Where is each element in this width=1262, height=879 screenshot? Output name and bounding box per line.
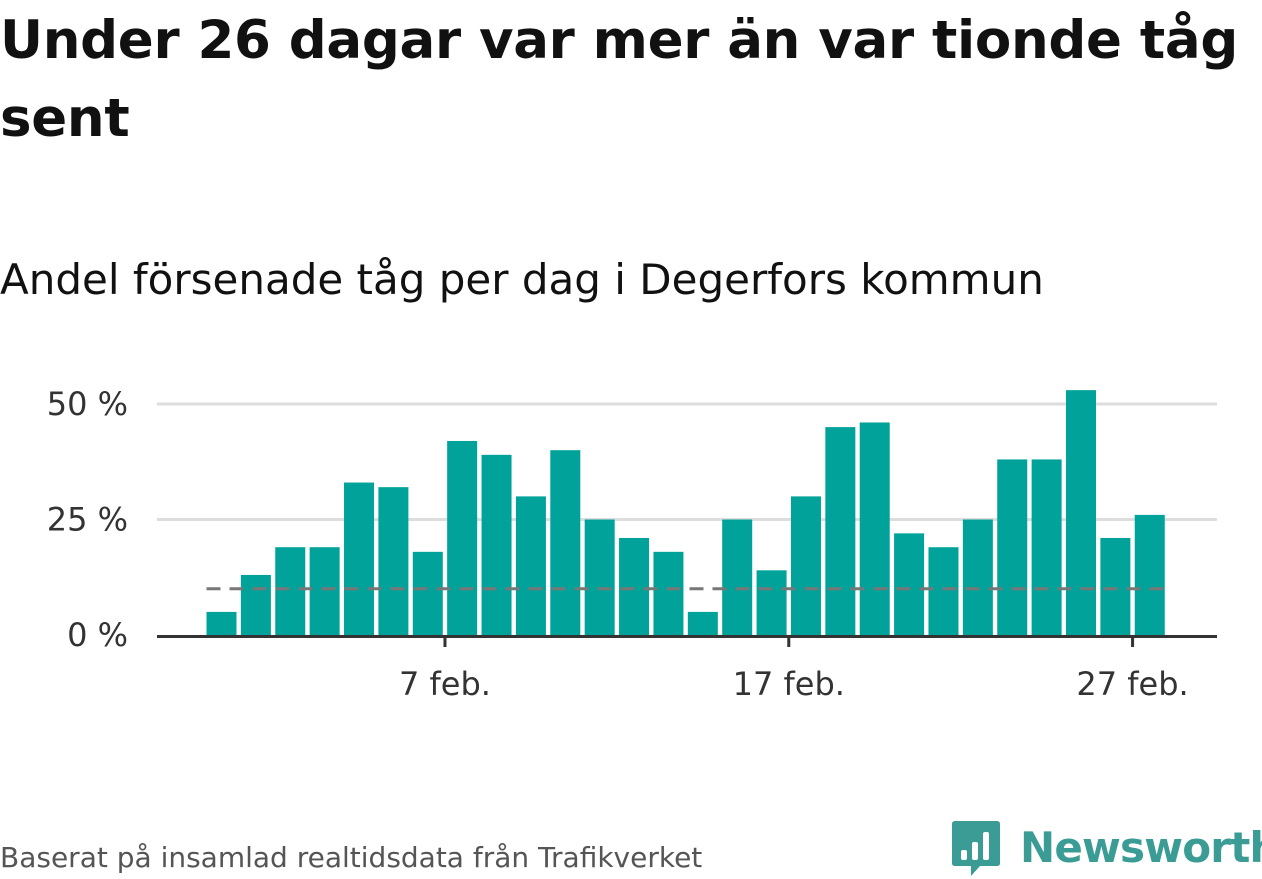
y-tick-label: 0 % — [67, 616, 128, 654]
bar — [275, 547, 306, 635]
bar-chart-speech-bubble-icon — [952, 821, 1000, 876]
x-tick-label: 17 feb. — [733, 665, 845, 703]
bar — [653, 551, 684, 635]
bar-chart: 0 % 25 % 50 % 7 feb. 17 feb. 27 feb. — [47, 385, 1217, 703]
bar — [515, 496, 546, 635]
bar — [928, 547, 959, 635]
bar — [1066, 390, 1096, 635]
bar — [240, 574, 271, 635]
bar — [722, 519, 753, 635]
bar — [687, 611, 718, 635]
bar — [206, 611, 237, 635]
bar — [447, 440, 478, 635]
chart-subtitle: Andel försenade tåg per dag i Degerfors … — [0, 255, 1044, 304]
bar — [859, 422, 890, 635]
bars — [206, 390, 1165, 635]
x-tick-label: 27 feb. — [1076, 665, 1188, 703]
bar — [619, 537, 650, 635]
bar — [378, 487, 409, 635]
bar — [894, 533, 925, 635]
y-tick-labels: 0 % 25 % 50 % — [47, 385, 128, 654]
bar — [1134, 514, 1165, 635]
bar — [756, 570, 787, 635]
bar — [825, 427, 856, 635]
bar — [550, 450, 581, 635]
bar — [584, 519, 615, 635]
x-ticks — [443, 635, 1135, 647]
x-tick-label: 7 feb. — [399, 665, 491, 703]
x-tick-labels: 7 feb. 17 feb. 27 feb. — [399, 665, 1189, 703]
chart-title: Under 26 dagar var mer än var tionde tåg… — [0, 10, 1238, 149]
bar — [962, 519, 993, 635]
bar — [481, 454, 512, 635]
brand-logo[interactable]: Newsworthy — [950, 818, 1262, 878]
bar — [309, 547, 340, 635]
bar — [1100, 537, 1131, 635]
bar — [790, 496, 821, 635]
source-note: Baserat på insamlad realtidsdata från Tr… — [0, 841, 703, 874]
y-tick-label: 50 % — [47, 385, 128, 423]
brand-name: Newsworthy — [1020, 823, 1262, 872]
bar — [412, 551, 443, 635]
bar — [344, 482, 375, 635]
bar — [1031, 459, 1062, 635]
y-tick-label: 25 % — [47, 501, 128, 539]
bar — [997, 459, 1028, 635]
